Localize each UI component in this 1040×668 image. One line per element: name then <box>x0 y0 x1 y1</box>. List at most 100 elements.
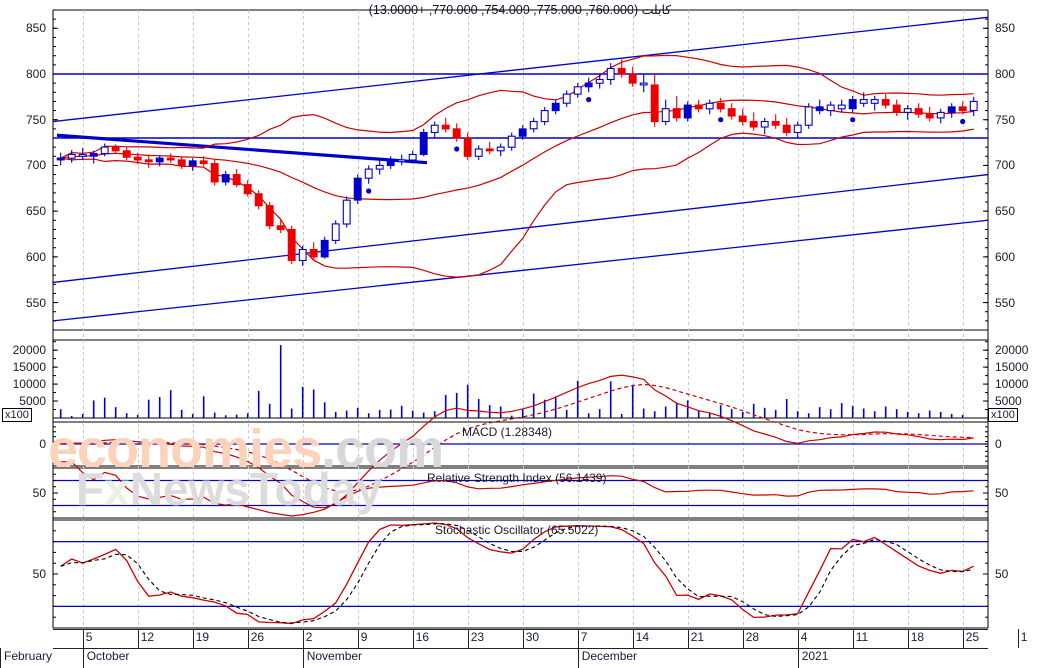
candle-body <box>617 67 626 75</box>
candle-body <box>122 150 131 158</box>
rsi-label-left: 50 <box>32 486 46 500</box>
candle-body <box>463 137 472 157</box>
candle-body <box>155 157 164 163</box>
candle-body <box>639 82 648 86</box>
date-tick-label: 14 <box>635 630 650 644</box>
candle-body <box>232 174 241 186</box>
date-tick: 11 <box>852 629 868 648</box>
candle-body <box>309 248 318 258</box>
candle-body <box>364 168 373 179</box>
date-tick: 12 <box>137 629 154 648</box>
price-label-right-600: 600 <box>995 249 1016 264</box>
price-label-right-650: 650 <box>995 204 1016 219</box>
candle-body <box>265 205 274 227</box>
candle-body <box>848 99 857 110</box>
volume-multiplier-left: x100 <box>2 408 32 422</box>
date-tick: 4 <box>797 629 807 648</box>
date-tick: 23 <box>467 629 484 648</box>
date-tick: 2 <box>302 629 312 648</box>
candle-body <box>276 225 285 231</box>
candle-body <box>89 152 98 157</box>
candle-body <box>837 104 846 110</box>
candle-body <box>815 106 824 112</box>
candle-body <box>452 128 461 139</box>
bollinger-middle-band <box>60 99 974 201</box>
price-label-right-800: 800 <box>995 67 1016 81</box>
candle-body <box>738 115 747 123</box>
date-tick-label: 25 <box>965 630 980 644</box>
candle-body <box>804 106 813 126</box>
candle-body <box>870 99 879 104</box>
signal-dot <box>586 97 592 103</box>
candle-body <box>331 223 340 241</box>
candle-body <box>760 120 769 128</box>
candle-body <box>925 113 934 119</box>
date-tick: 18 <box>907 629 924 648</box>
candle-body <box>342 199 351 225</box>
candle-body <box>199 160 208 165</box>
date-tick: 9 <box>357 629 367 648</box>
rsi-line <box>60 461 974 517</box>
price-label-right-750: 750 <box>995 112 1016 127</box>
candle-body <box>166 157 175 161</box>
candle-body <box>562 93 571 104</box>
volume-label-left-15000: 15000 <box>12 360 46 375</box>
candle-body <box>771 120 780 126</box>
candle-body <box>749 120 758 128</box>
signal-dot <box>850 117 856 123</box>
rising-channel-upper <box>52 16 989 123</box>
candle-body <box>430 124 439 134</box>
bollinger-upper-band <box>60 54 974 159</box>
candle-body <box>727 108 736 117</box>
candle-body <box>782 124 791 134</box>
candle-body <box>375 164 384 170</box>
candle-body <box>419 131 428 155</box>
candle-body <box>386 161 395 167</box>
price-label-left-850: 850 <box>25 21 46 36</box>
price-label-left-800: 800 <box>25 67 46 81</box>
price-label-left-750: 750 <box>25 112 46 127</box>
candle-body <box>474 148 483 157</box>
date-tick: 5 <box>82 629 92 648</box>
candle-body <box>56 157 65 161</box>
candle-body <box>100 146 109 155</box>
date-tick: 25 <box>962 629 979 648</box>
candle-body <box>859 99 868 104</box>
date-tick-label: 16 <box>415 630 430 644</box>
candle-body <box>628 73 637 84</box>
candle-body <box>496 146 505 152</box>
rsi-label: Relative Strength Index (56.1439) <box>427 471 607 485</box>
candle-body <box>892 104 901 113</box>
date-axis-top-rule <box>53 629 988 630</box>
candle-body <box>320 239 329 258</box>
volume-label-left-10000: 10000 <box>12 377 46 392</box>
candle-body <box>78 153 87 157</box>
volume-label-right-10000: 10000 <box>995 377 1029 392</box>
candle-body <box>551 102 560 112</box>
candle-body <box>177 159 186 166</box>
candle-body <box>485 148 494 152</box>
month-tick: December <box>577 648 637 668</box>
candle-body <box>958 106 967 112</box>
date-tick-label: 18 <box>910 630 925 644</box>
candle-body <box>881 99 890 106</box>
candle-body <box>441 124 450 130</box>
date-tick: 7 <box>577 629 587 648</box>
candle-body <box>683 104 692 119</box>
price-label-left-550: 550 <box>25 295 46 310</box>
date-tick-label: 19 <box>195 630 210 644</box>
date-tick: 1 <box>1017 629 1027 648</box>
price-label-right-550: 550 <box>995 295 1016 310</box>
candle-body <box>507 135 516 148</box>
candle-body <box>287 228 296 262</box>
signal-dot <box>454 146 460 152</box>
stochastic-label: Stochastic Oscillator (65.5022) <box>435 523 599 537</box>
month-tick: November <box>302 648 362 668</box>
date-tick-label: 23 <box>470 630 485 644</box>
candle-body <box>694 104 703 110</box>
macd-label: MACD (1.28348) <box>462 425 553 439</box>
date-tick: 30 <box>522 629 539 648</box>
candle-body <box>606 67 615 81</box>
date-tick-label: 2 <box>305 630 313 644</box>
candle-body <box>793 124 802 134</box>
